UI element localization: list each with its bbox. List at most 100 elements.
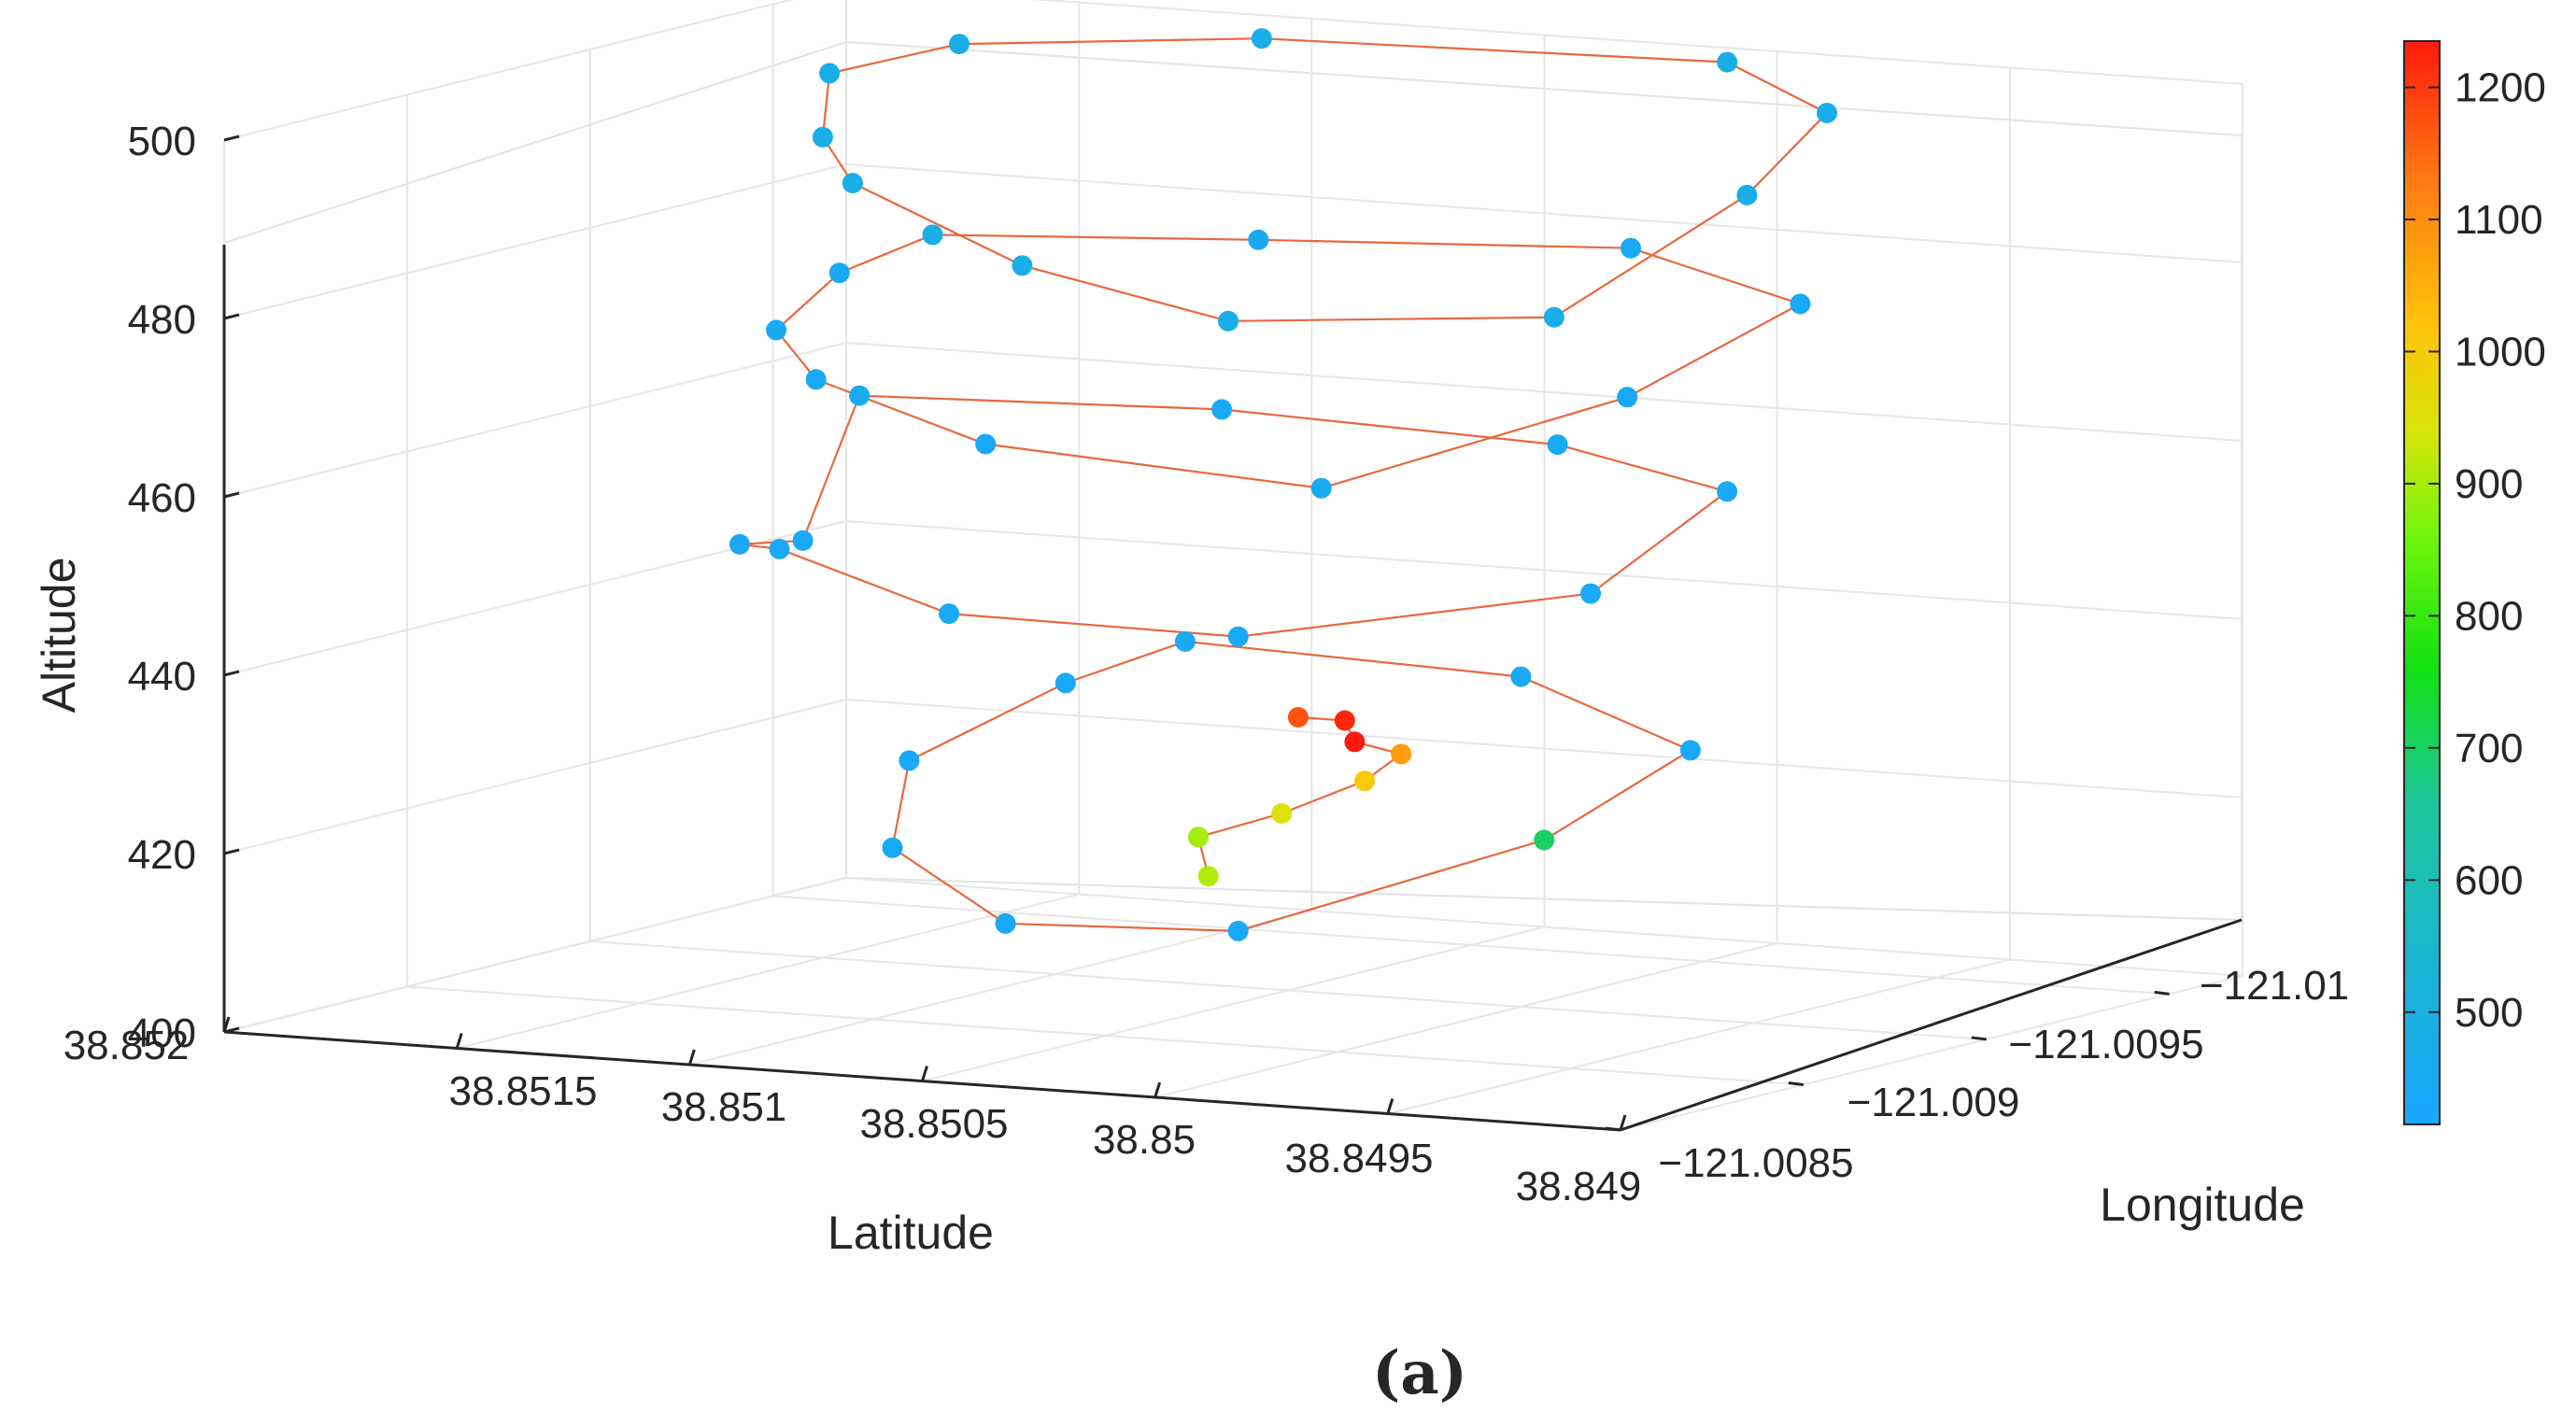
y-tick bbox=[2154, 990, 2170, 996]
y-tick bbox=[1788, 1081, 1805, 1086]
z-tick bbox=[223, 313, 240, 320]
y-tick-label: −121.0095 bbox=[2008, 1022, 2203, 1067]
colorbar-gradient bbox=[2403, 40, 2441, 1125]
data-point bbox=[1227, 626, 1249, 647]
data-point bbox=[849, 385, 870, 406]
y-tick bbox=[1605, 1126, 1621, 1132]
ticks: 400 420 440 460 480 500 38.849 38.8495 38.85 38.8… bbox=[64, 119, 2349, 1209]
x-gridline bbox=[1387, 67, 2011, 1115]
x-gridline bbox=[689, 19, 1313, 1066]
data-point bbox=[922, 224, 943, 246]
data-point bbox=[1334, 710, 1355, 731]
x-axis-title: Latitude bbox=[828, 1207, 994, 1259]
data-point bbox=[1271, 803, 1293, 824]
z-tick-label: 420 bbox=[128, 832, 196, 878]
y-tick bbox=[1971, 1036, 1987, 1041]
data-point bbox=[828, 262, 850, 284]
data-point bbox=[1197, 866, 1219, 887]
data-point bbox=[1717, 51, 1738, 73]
colorbar-tick-label: 600 bbox=[2455, 857, 2523, 903]
x-gridline bbox=[922, 35, 1546, 1082]
x-tick bbox=[1386, 1098, 1394, 1114]
z-tick bbox=[223, 1026, 240, 1034]
z-tick-label: 400 bbox=[128, 1010, 196, 1056]
y-tick-label: −121.01 bbox=[2200, 963, 2349, 1009]
data-point bbox=[1790, 293, 1811, 315]
x-tick bbox=[455, 1033, 463, 1049]
colorbar: 500 600 700 800 900 1000 1100 1200 bbox=[2403, 40, 2546, 1125]
colorbar-tick-label: 700 bbox=[2455, 726, 2523, 771]
z-tick-label: 500 bbox=[128, 119, 196, 164]
data-point bbox=[1248, 229, 1269, 250]
x-tick-label: 38.8495 bbox=[1284, 1136, 1433, 1181]
data-point bbox=[1218, 310, 1238, 332]
data-point bbox=[1817, 103, 1837, 123]
x-gridline bbox=[1154, 51, 1778, 1098]
axes-box bbox=[223, 40, 2243, 1132]
x-gridline bbox=[456, 2, 1081, 1050]
data-point bbox=[995, 912, 1016, 934]
x-tick-label: 38.85 bbox=[1093, 1117, 1196, 1163]
trajectory-line bbox=[821, 37, 1829, 322]
panel-label: (a) bbox=[1372, 1338, 1467, 1408]
data-point bbox=[812, 126, 833, 148]
data-point bbox=[939, 603, 959, 625]
z-tick bbox=[223, 848, 240, 855]
data-point bbox=[1679, 740, 1701, 761]
x-tick bbox=[222, 1016, 231, 1033]
data-point bbox=[899, 750, 920, 771]
data-point bbox=[1227, 920, 1249, 941]
colorbar-tick-label: 1100 bbox=[2455, 197, 2543, 243]
data-point bbox=[1547, 434, 1568, 456]
data-point bbox=[1391, 743, 1412, 765]
x-tick-label: 38.8515 bbox=[448, 1068, 597, 1114]
data-point bbox=[792, 530, 814, 551]
colorbar-tick-label: 1000 bbox=[2455, 329, 2546, 374]
x-tick-label: 38.849 bbox=[1516, 1164, 1642, 1209]
x-tick-label: 38.8505 bbox=[859, 1101, 1008, 1147]
y-gridline bbox=[771, 4, 2170, 996]
data-point bbox=[1344, 731, 1366, 753]
z-tick bbox=[223, 134, 240, 142]
data-point bbox=[1251, 28, 1272, 49]
data-point bbox=[1621, 237, 1641, 259]
x-tick bbox=[687, 1049, 696, 1066]
data-point bbox=[882, 837, 903, 858]
data-point bbox=[1736, 184, 1758, 205]
colorbar-tick-label: 900 bbox=[2455, 461, 2523, 507]
y-tick-label: −121.0085 bbox=[1658, 1140, 1853, 1186]
data-point bbox=[1188, 827, 1209, 848]
z-tick-label: 440 bbox=[128, 654, 196, 699]
data-point bbox=[1354, 770, 1376, 792]
data-point bbox=[1054, 672, 1076, 694]
data-point bbox=[1617, 387, 1638, 408]
data-point bbox=[819, 63, 841, 84]
data-point bbox=[975, 433, 997, 455]
data-point bbox=[1174, 630, 1196, 652]
y-axis-line bbox=[1620, 918, 2243, 1132]
y-tick-label: −121.009 bbox=[1847, 1080, 2020, 1125]
data-point bbox=[1287, 707, 1309, 728]
data-point bbox=[1211, 399, 1233, 420]
data-point bbox=[1310, 477, 1332, 499]
x-tick-label: 38.852 bbox=[64, 1023, 190, 1068]
back-wall bbox=[223, 40, 847, 1034]
data-point bbox=[1534, 829, 1555, 851]
data-point bbox=[842, 173, 863, 193]
colorbar-tick-label: 1200 bbox=[2455, 65, 2546, 111]
x-tick bbox=[921, 1066, 928, 1081]
z-tick-label: 480 bbox=[128, 297, 196, 343]
y-gridline bbox=[588, 49, 1987, 1040]
x-tick bbox=[1154, 1081, 1162, 1098]
x-gridline bbox=[1620, 84, 2243, 1131]
data-point bbox=[805, 369, 827, 390]
data-points bbox=[729, 28, 1837, 941]
trajectory-line bbox=[891, 640, 1693, 933]
colorbar-tick-label: 500 bbox=[2455, 990, 2523, 1036]
y-axis-title: Longitude bbox=[2100, 1179, 2305, 1231]
x-tick bbox=[1619, 1114, 1627, 1131]
z-tick bbox=[223, 670, 240, 677]
z-tick-label: 460 bbox=[128, 475, 196, 521]
data-point bbox=[1580, 583, 1601, 604]
